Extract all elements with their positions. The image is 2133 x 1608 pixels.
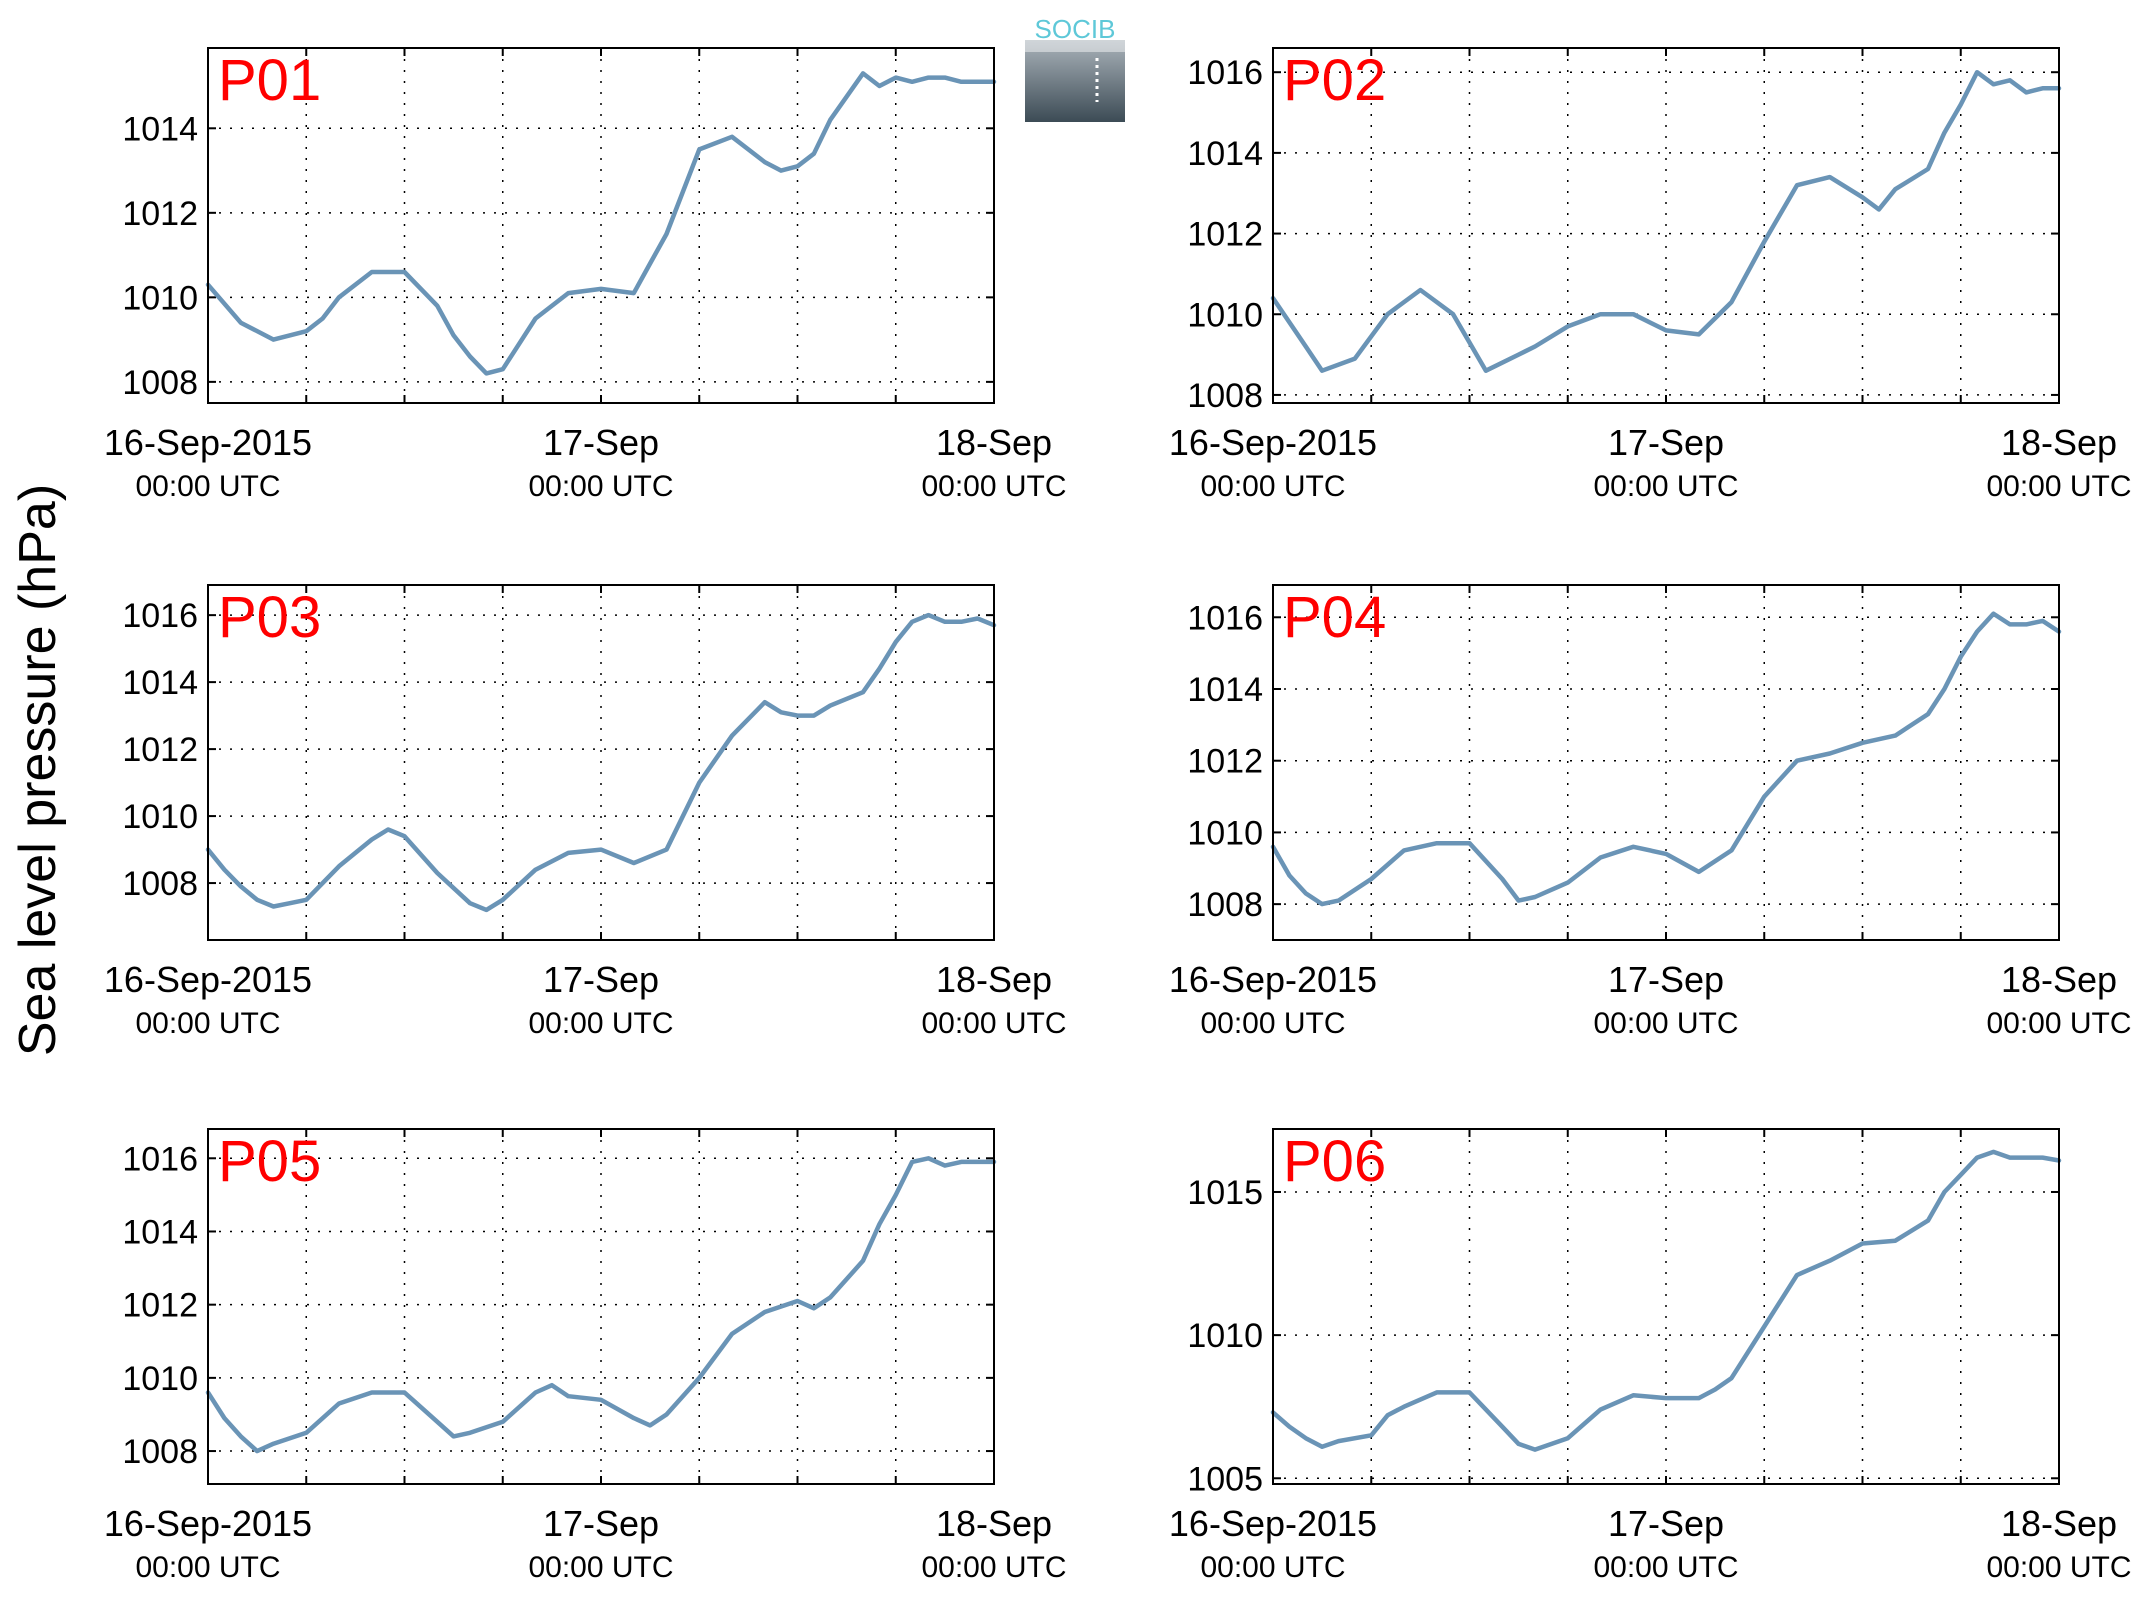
y-tick-label: 1012 xyxy=(122,731,198,769)
x-tick-label-date: 16-Sep-2015 xyxy=(1169,959,1377,1000)
pressure-series-line xyxy=(1270,611,2062,907)
panel-p04: 1008 1010 1012 1014 1016 16-Sep-2015 00:00 UTC… xyxy=(1169,584,2132,1040)
panel-label: P02 xyxy=(1283,48,1386,113)
x-tick-label-date: 16-Sep-2015 xyxy=(104,1503,312,1544)
y-tick-label: 1014 xyxy=(122,110,198,148)
x-tick-label-date: 18-Sep xyxy=(936,1503,1052,1544)
y-tick-label: 1010 xyxy=(122,798,198,836)
panel-p06: 1005 1010 1015 16-Sep-2015 00:00 UTC 17-Sep 00… xyxy=(1169,1128,2132,1584)
figure-y-axis-label: Sea level pressure (hPa) xyxy=(9,484,67,1056)
plot-frame xyxy=(207,47,995,404)
x-tick-label-date: 18-Sep xyxy=(936,422,1052,463)
plot-frame xyxy=(1272,1128,2060,1485)
y-tick-label: 1008 xyxy=(122,364,198,402)
y-tick-label: 1008 xyxy=(1187,886,1263,924)
y-tick-label: 1012 xyxy=(122,195,198,233)
x-tick-label-time: 00:00 UTC xyxy=(1593,1007,1738,1040)
y-tick-label: 1012 xyxy=(1187,743,1263,781)
y-tick-label: 1015 xyxy=(1187,1174,1263,1212)
y-tick-label: 1005 xyxy=(1187,1460,1263,1498)
y-tick-label: 1016 xyxy=(1187,54,1263,92)
y-tick-label: 1014 xyxy=(1187,671,1263,709)
y-tick-label: 1016 xyxy=(122,1140,198,1178)
x-tick-label-time: 00:00 UTC xyxy=(528,1007,673,1040)
x-tick-label-time: 00:00 UTC xyxy=(1200,470,1345,503)
panel-label: P03 xyxy=(218,585,321,650)
x-tick-label-date: 16-Sep-2015 xyxy=(104,959,312,1000)
x-tick-label-time: 00:00 UTC xyxy=(1593,470,1738,503)
y-tick-label: 1016 xyxy=(1187,599,1263,637)
y-tick-label: 1014 xyxy=(1187,135,1263,173)
x-tick-label-time: 00:00 UTC xyxy=(135,1551,280,1584)
pressure-series-line xyxy=(205,71,997,376)
pressure-series-line xyxy=(1270,1149,2062,1452)
x-tick-label-time: 00:00 UTC xyxy=(528,1551,673,1584)
panels-group: 1008 1010 1012 1014 16-Sep-2015 00:00 UTC 17-S… xyxy=(104,47,2132,1584)
panel-p03: 1008 1010 1012 1014 1016 16-Sep-2015 00:00 UTC… xyxy=(104,584,1067,1040)
panel-label: P05 xyxy=(218,1129,321,1194)
panel-label: P04 xyxy=(1283,585,1386,650)
y-tick-label: 1008 xyxy=(122,865,198,903)
x-tick-label-time: 00:00 UTC xyxy=(1200,1551,1345,1584)
y-tick-label: 1014 xyxy=(122,1213,198,1251)
y-tick-label: 1014 xyxy=(122,664,198,702)
x-tick-label-date: 17-Sep xyxy=(543,959,659,1000)
x-tick-label-time: 00:00 UTC xyxy=(921,470,1066,503)
x-tick-label-date: 17-Sep xyxy=(543,422,659,463)
y-tick-label: 1010 xyxy=(1187,296,1263,334)
x-tick-label-time: 00:00 UTC xyxy=(528,470,673,503)
socib-logo: SOCIB xyxy=(1025,14,1125,122)
x-tick-label-date: 16-Sep-2015 xyxy=(104,422,312,463)
x-tick-label-date: 16-Sep-2015 xyxy=(1169,422,1377,463)
x-tick-label-date: 17-Sep xyxy=(543,1503,659,1544)
y-tick-label: 1008 xyxy=(1187,377,1263,415)
plot-frame xyxy=(207,1128,995,1485)
y-tick-label: 1010 xyxy=(122,279,198,317)
x-tick-label-date: 18-Sep xyxy=(2001,1503,2117,1544)
x-tick-label-date: 17-Sep xyxy=(1608,959,1724,1000)
panel-p02: 1008 1010 1012 1014 1016 16-Sep-2015 00:00 UTC… xyxy=(1169,47,2132,503)
panel-p01: 1008 1010 1012 1014 16-Sep-2015 00:00 UTC 17-S… xyxy=(104,47,1067,503)
x-tick-label-time: 00:00 UTC xyxy=(1986,1007,2131,1040)
y-tick-label: 1010 xyxy=(1187,814,1263,852)
y-tick-label: 1012 xyxy=(1187,216,1263,254)
plot-frame xyxy=(207,584,995,941)
pressure-series-line xyxy=(205,612,997,913)
y-tick-label: 1010 xyxy=(122,1360,198,1398)
x-tick-label-date: 18-Sep xyxy=(936,959,1052,1000)
panel-label: P01 xyxy=(218,48,321,113)
x-tick-label-date: 18-Sep xyxy=(2001,422,2117,463)
x-tick-label-time: 00:00 UTC xyxy=(1986,1551,2131,1584)
pressure-series-line xyxy=(1270,69,2062,373)
panel-p05: 1008 1010 1012 1014 1016 16-Sep-2015 00:00 UTC… xyxy=(104,1128,1067,1584)
x-tick-label-time: 00:00 UTC xyxy=(921,1007,1066,1040)
panel-label: P06 xyxy=(1283,1129,1386,1194)
x-tick-label-date: 17-Sep xyxy=(1608,1503,1724,1544)
plot-frame xyxy=(1272,47,2060,404)
x-tick-label-time: 00:00 UTC xyxy=(135,1007,280,1040)
y-tick-label: 1016 xyxy=(122,597,198,635)
x-tick-label-date: 18-Sep xyxy=(2001,959,2117,1000)
y-tick-label: 1008 xyxy=(122,1433,198,1471)
x-tick-label-date: 16-Sep-2015 xyxy=(1169,1503,1377,1544)
x-tick-label-time: 00:00 UTC xyxy=(1200,1007,1345,1040)
x-tick-label-time: 00:00 UTC xyxy=(135,470,280,503)
x-tick-label-date: 17-Sep xyxy=(1608,422,1724,463)
logo-text: SOCIB xyxy=(1035,18,1116,44)
x-tick-label-time: 00:00 UTC xyxy=(1593,1551,1738,1584)
plot-frame xyxy=(1272,584,2060,941)
y-tick-label: 1012 xyxy=(122,1287,198,1325)
y-tick-label: 1010 xyxy=(1187,1317,1263,1355)
pressure-series-line xyxy=(205,1156,997,1454)
x-tick-label-time: 00:00 UTC xyxy=(1986,470,2131,503)
x-tick-label-time: 00:00 UTC xyxy=(921,1551,1066,1584)
